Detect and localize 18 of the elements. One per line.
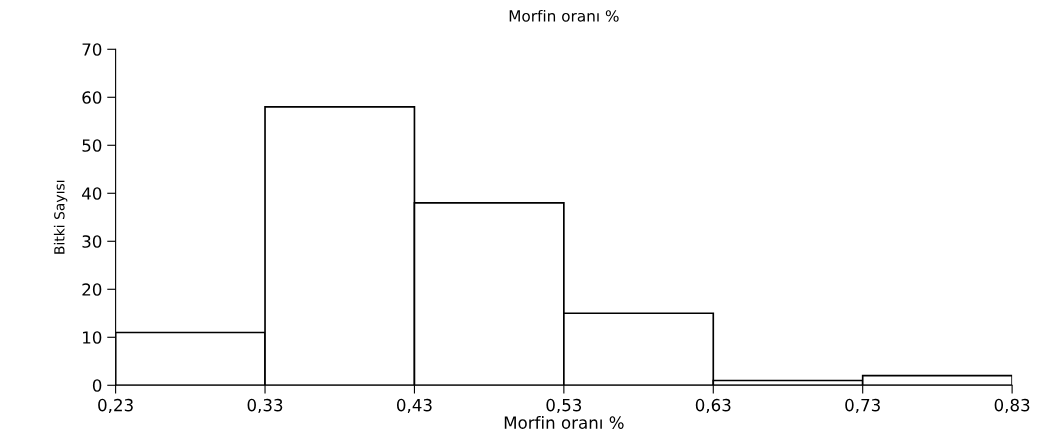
x-tick-label: 0,23 bbox=[98, 398, 133, 414]
y-tick-label: 30 bbox=[82, 235, 102, 248]
y-tick-label: 70 bbox=[82, 43, 102, 56]
x-tick-label: 0,83 bbox=[994, 398, 1030, 414]
y-tick-label: 50 bbox=[82, 139, 102, 152]
y-tick-label: 40 bbox=[82, 187, 102, 200]
x-axis-title: Morfin oranı % bbox=[504, 415, 624, 429]
x-tick-label: 0,53 bbox=[546, 398, 582, 414]
x-tick-label: 0,63 bbox=[695, 398, 731, 414]
y-tick-label: 60 bbox=[82, 91, 102, 104]
y-axis-title: Bitki Sayısı bbox=[53, 180, 68, 254]
y-tick-label: 20 bbox=[82, 283, 102, 296]
chart-title: Morfin oranı % bbox=[509, 9, 619, 22]
x-tick-label: 0,73 bbox=[845, 398, 880, 414]
y-tick-label: 0 bbox=[92, 379, 102, 392]
x-tick-label: 0,43 bbox=[396, 398, 432, 414]
x-tick-label: 0,33 bbox=[247, 398, 283, 414]
y-tick-label: 10 bbox=[83, 331, 102, 344]
